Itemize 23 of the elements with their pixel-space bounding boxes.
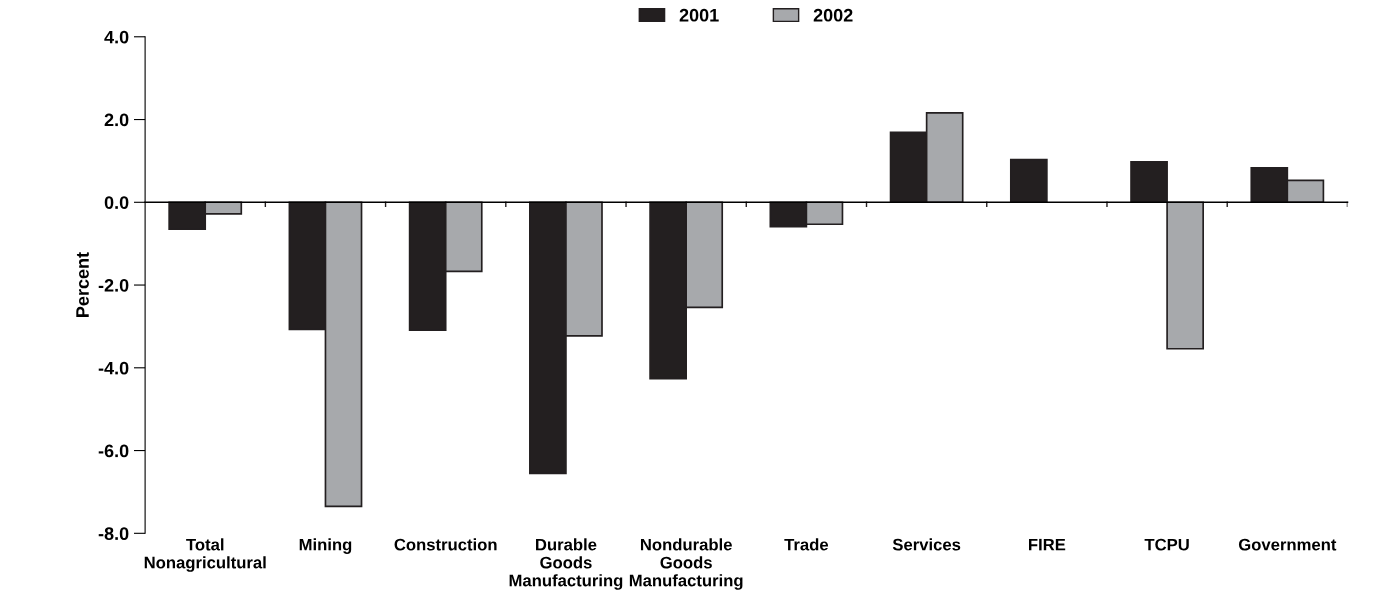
y-tick-label: -2.0	[98, 278, 129, 292]
x-tick-label: Total Nonagricultural	[144, 538, 266, 572]
x-tick-label: Government	[1238, 538, 1337, 551]
x-tick-label: TCPU	[1144, 538, 1189, 551]
x-tick-label: Construction	[394, 538, 497, 551]
bar	[1166, 201, 1205, 350]
legend-label: 2001	[679, 8, 719, 22]
bar	[1130, 160, 1168, 204]
y-tick-label: 2.0	[104, 113, 129, 127]
y-tick-label: -6.0	[98, 444, 129, 458]
x-tick-label: Trade	[784, 538, 829, 551]
x-tick-label: FIRE	[1029, 538, 1066, 551]
x-tick-label: Mining	[299, 538, 352, 554]
x-tick-label: Services	[892, 538, 961, 551]
y-tick-label: -8.0	[98, 527, 129, 541]
x-tick-label: Nondurable Goods Manufacturing	[629, 538, 743, 590]
y-tick-label: -4.0	[98, 361, 129, 375]
x-tick-label: Durable Goods Manufacturing	[509, 538, 623, 590]
bar	[1009, 158, 1048, 204]
y-tick-label: 0.0	[104, 196, 129, 210]
y-tick-label: 4.0	[104, 30, 129, 44]
y-axis-title: Percent	[76, 252, 89, 317]
legend-label: 2002	[813, 8, 853, 22]
